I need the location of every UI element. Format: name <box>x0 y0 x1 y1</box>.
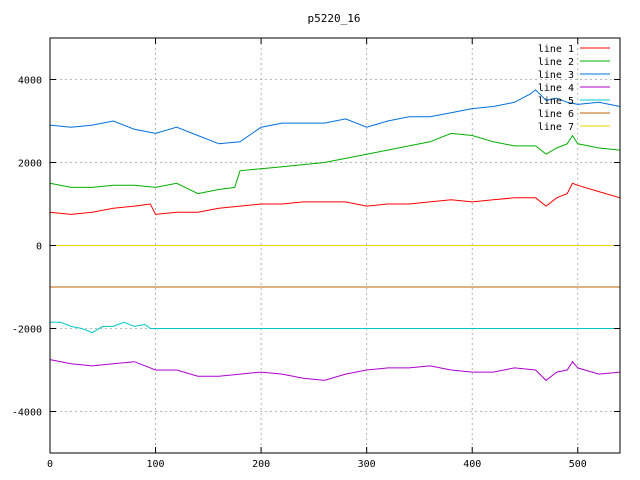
tick-label-x: 300 <box>358 459 376 470</box>
series-line-3 <box>49 89 621 145</box>
axis-ticks: 0 100 200 300 400 500 -4000 -2000 0 2000 4000 <box>12 38 620 470</box>
series-group <box>49 89 621 382</box>
legend-label-2: line 2 <box>538 57 574 68</box>
tick-label-x: 200 <box>252 459 270 470</box>
legend-label-5: line 5 <box>538 96 574 107</box>
chart-title: p5220_16 <box>308 12 361 25</box>
series-line-1 <box>49 182 621 215</box>
series-line-2 <box>49 132 621 195</box>
legend-label-4: line 4 <box>538 83 574 94</box>
tick-label-y: 0 <box>36 242 42 253</box>
tick-label-y: -4000 <box>12 408 42 419</box>
tick-label-x: 100 <box>147 459 165 470</box>
tick-label-y: 2000 <box>18 159 42 170</box>
series-line-5 <box>50 321 620 334</box>
tick-label-x: 400 <box>463 459 481 470</box>
tick-label-y: 4000 <box>18 76 42 87</box>
tick-label-x: 0 <box>47 459 53 470</box>
legend-label-1: line 1 <box>538 44 574 55</box>
series-line-4 <box>49 359 621 382</box>
legend-label-7: line 7 <box>538 122 574 133</box>
legend: line 1 line 2 line 3 line 4 line 5 line 6 line… <box>538 44 610 133</box>
tick-label-x: 500 <box>569 459 587 470</box>
legend-label-3: line 3 <box>538 70 574 81</box>
tick-label-y: -2000 <box>12 325 42 336</box>
legend-label-6: line 6 <box>538 109 574 120</box>
